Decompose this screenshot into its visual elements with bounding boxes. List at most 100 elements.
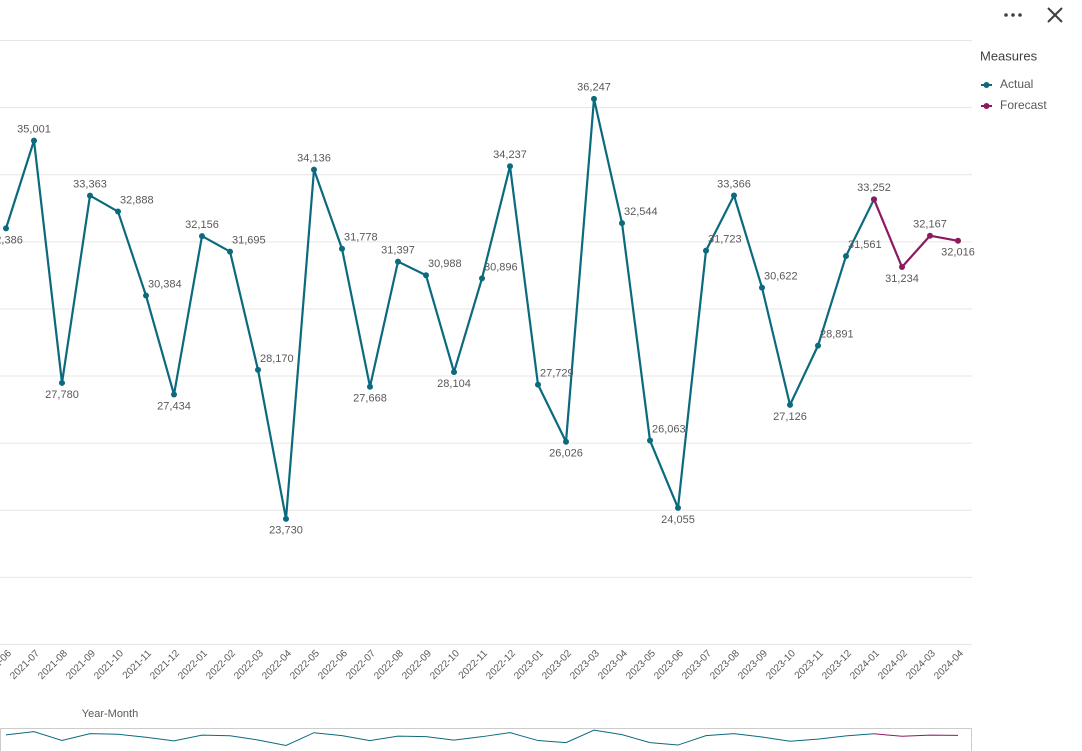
data-label: 32,888	[120, 194, 154, 206]
data-label: 32,544	[624, 206, 658, 218]
data-point	[899, 264, 905, 271]
x-tick-label: 2021-12	[148, 648, 182, 682]
legend-item[interactable]: Actual	[981, 77, 1033, 91]
data-label: 28,104	[437, 378, 471, 390]
data-label: 27,780	[45, 389, 79, 401]
data-point	[703, 247, 709, 254]
x-tick-label: 2024-01	[848, 648, 882, 682]
legend-label: Forecast	[1000, 98, 1047, 112]
data-point	[507, 163, 513, 170]
x-tick-label: 2022-08	[372, 648, 406, 682]
x-axis-title: Year-Month	[82, 708, 138, 720]
x-tick-label: 2024-04	[932, 648, 966, 682]
close-button[interactable]	[1047, 7, 1063, 23]
data-point	[255, 366, 261, 373]
x-tick-label: 2021-09	[64, 648, 98, 682]
data-label: 34,136	[297, 153, 331, 165]
navigator-line	[5, 729, 875, 746]
data-label: 32,016	[941, 247, 975, 259]
data-point	[591, 95, 597, 102]
data-point	[143, 292, 149, 299]
data-point	[339, 245, 345, 252]
data-label: 30,384	[148, 278, 182, 290]
x-tick-label: 2022-02	[204, 648, 238, 682]
data-point	[451, 369, 457, 376]
data-point	[759, 284, 765, 291]
data-label: 23,730	[269, 525, 303, 537]
data-label: 27,126	[773, 411, 807, 423]
legend-title: Measures	[980, 48, 1038, 63]
series-line	[872, 198, 959, 269]
data-point	[815, 342, 821, 349]
data-point	[367, 383, 373, 390]
menu-button[interactable]	[1004, 13, 1022, 17]
x-tick-label: 2022-06	[316, 648, 350, 682]
data-label: 27,668	[353, 393, 387, 405]
x-tick-label: 2023-06	[652, 648, 686, 682]
data-point	[283, 515, 289, 522]
x-tick-label: 2022-07	[344, 648, 378, 682]
data-label: 26,026	[549, 448, 583, 460]
data-point	[31, 137, 37, 144]
data-label: 31,397	[381, 244, 415, 256]
x-tick-label: 2022-10	[428, 648, 462, 682]
data-label: 30,896	[484, 261, 518, 273]
data-point	[59, 379, 65, 386]
legend-marker	[983, 82, 990, 88]
navigator-line	[873, 733, 959, 737]
data-point	[311, 166, 317, 173]
data-label: 27,729	[540, 368, 574, 380]
data-point	[535, 381, 541, 388]
x-tick-label: 2024-02	[876, 648, 910, 682]
x-tick-label: 2022-04	[260, 648, 294, 682]
data-label: 34,237	[493, 149, 527, 161]
legend-label: Actual	[1000, 77, 1033, 91]
x-tick-label: 2023-07	[680, 648, 714, 682]
data-point	[619, 220, 625, 227]
x-tick-label: 2021-10	[92, 648, 126, 682]
data-label: 32,167	[913, 219, 947, 231]
data-label: 32,386	[0, 234, 23, 246]
x-tick-label: 2022-01	[176, 648, 210, 682]
legend-item[interactable]: Forecast	[981, 98, 1047, 112]
navigator[interactable]	[0, 728, 972, 751]
legend-marker	[983, 103, 990, 109]
data-label: 30,622	[764, 270, 798, 282]
data-label: 35,001	[17, 124, 51, 136]
data-label: 26,063	[652, 423, 686, 435]
series-line	[4, 97, 875, 520]
data-label: 28,170	[260, 353, 294, 365]
x-tick-label: 2023-09	[736, 648, 770, 682]
data-point	[395, 258, 401, 265]
data-label: 33,252	[857, 182, 891, 194]
data-point	[787, 401, 793, 408]
data-label: 33,363	[73, 179, 107, 191]
data-label: 31,695	[232, 234, 266, 246]
x-tick-label: 2023-08	[708, 648, 742, 682]
x-tick-label: 2023-10	[764, 648, 798, 682]
x-tick-label: 2023-01	[512, 648, 546, 682]
data-point	[955, 237, 961, 244]
data-point	[871, 196, 877, 203]
x-tick-label: 2024-03	[904, 648, 938, 682]
data-point	[227, 248, 233, 255]
data-point	[675, 504, 681, 511]
data-point	[479, 275, 485, 282]
data-point	[647, 437, 653, 444]
data-label: 28,891	[820, 329, 854, 341]
data-label: 27,434	[157, 400, 191, 412]
data-label: 31,778	[344, 232, 378, 244]
data-label: 31,561	[848, 239, 882, 251]
data-point	[115, 208, 121, 215]
data-point	[3, 225, 9, 232]
data-label: 31,723	[708, 234, 742, 246]
x-tick-label: 2023-02	[540, 648, 574, 682]
data-point	[87, 192, 93, 199]
x-tick-label: 2022-12	[484, 648, 518, 682]
x-tick-label: 2022-09	[400, 648, 434, 682]
data-point	[731, 192, 737, 199]
x-tick-label: 2023-03	[568, 648, 602, 682]
data-point	[423, 272, 429, 279]
